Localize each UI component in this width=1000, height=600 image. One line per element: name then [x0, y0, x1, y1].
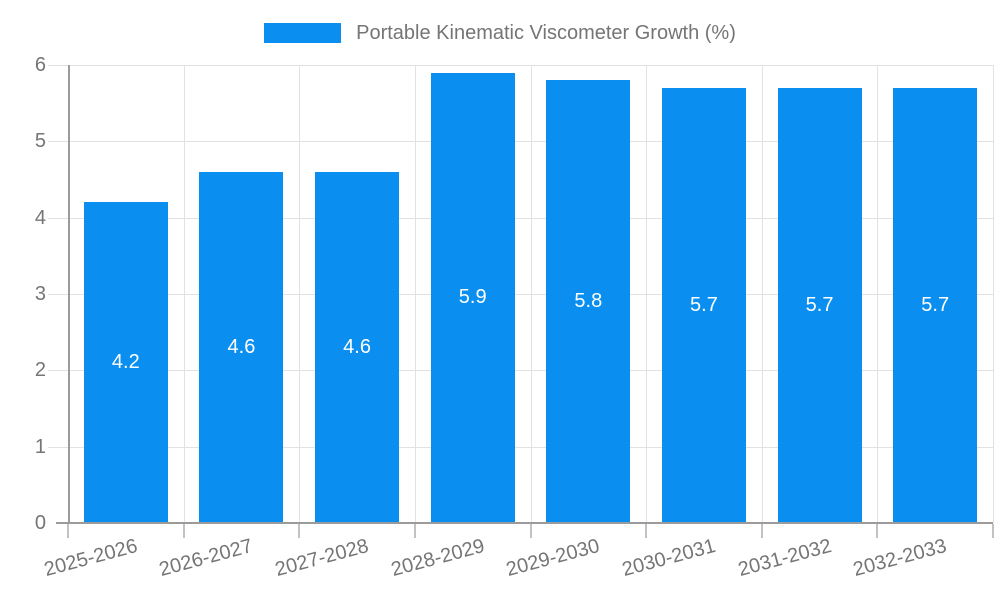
h-gridline: [48, 370, 993, 372]
bar-value-label: 5.7: [921, 293, 950, 316]
x-tick-label: 2025-2026: [41, 534, 140, 581]
x-tick-label: 2032-2033: [851, 534, 950, 581]
bar-2032-2033[interactable]: 5.7: [893, 87, 978, 523]
bar-value-label: 5.9: [458, 286, 487, 309]
bar-value-label: 5.8: [574, 290, 603, 313]
h-gridline: [48, 217, 993, 219]
v-gridline: [183, 65, 185, 523]
v-gridline: [993, 65, 994, 523]
h-gridline: [48, 294, 993, 295]
bar-2030-2031[interactable]: 5.7: [661, 87, 746, 523]
legend[interactable]: Portable Kinematic Viscometer Growth (%): [0, 20, 1000, 46]
h-gridline: [48, 141, 993, 143]
y-tick-label: 2: [34, 359, 46, 382]
bar-2027-2028[interactable]: 4.6: [315, 171, 400, 523]
v-gridline: [877, 65, 879, 523]
legend-swatch: [264, 23, 342, 43]
bar-2029-2030[interactable]: 5.8: [546, 80, 631, 523]
v-gridline: [299, 65, 301, 523]
x-tick-label: 2029-2030: [504, 534, 603, 581]
bar-2025-2026[interactable]: 4.2: [83, 202, 168, 523]
legend-label: Portable Kinematic Viscometer Growth (%): [356, 22, 736, 44]
x-tick-label: 2031-2032: [735, 534, 834, 581]
x-axis-line: [56, 522, 993, 524]
x-tick-label: 2030-2031: [619, 534, 718, 581]
x-tick-mark: [645, 524, 648, 538]
x-tick-mark: [876, 524, 879, 538]
x-tick-mark: [413, 524, 416, 538]
v-gridline: [761, 65, 763, 523]
y-tick-label: 5: [34, 130, 46, 153]
plot-area: 4.2 4.6 4.6 5.9 5.8 5.7 5.7 5.7: [48, 65, 994, 523]
x-tick-mark: [992, 524, 994, 538]
v-gridline: [646, 65, 648, 523]
h-gridline: [48, 65, 993, 66]
bar-value-label: 5.7: [690, 293, 718, 316]
v-gridline: [530, 65, 532, 523]
bar-2031-2032[interactable]: 5.7: [777, 87, 862, 523]
bar-value-label: 5.7: [805, 293, 834, 316]
x-tick-mark: [67, 524, 69, 538]
y-tick-label: 0: [34, 512, 46, 534]
bar-value-label: 4.2: [111, 351, 140, 374]
x-tick-label: 2027-2028: [272, 534, 372, 581]
h-gridline: [48, 446, 993, 448]
x-tick-mark: [182, 524, 185, 538]
bar-value-label: 4.6: [343, 335, 371, 358]
x-tick-mark: [298, 524, 301, 538]
y-tick-label: 6: [34, 54, 46, 76]
y-axis-line: [68, 65, 70, 523]
x-tick-label: 2028-2029: [388, 534, 487, 581]
bar-2026-2027[interactable]: 4.6: [199, 171, 284, 523]
y-tick-label: 3: [34, 283, 46, 305]
y-tick-label: 1: [34, 435, 46, 458]
x-tick-label: 2026-2027: [157, 534, 256, 581]
v-gridline: [414, 65, 416, 523]
bar-value-label: 4.6: [227, 335, 256, 358]
bar-2028-2029[interactable]: 5.9: [430, 72, 515, 523]
y-tick-label: 4: [34, 206, 46, 229]
x-tick-mark: [529, 524, 532, 538]
x-tick-mark: [760, 524, 763, 538]
